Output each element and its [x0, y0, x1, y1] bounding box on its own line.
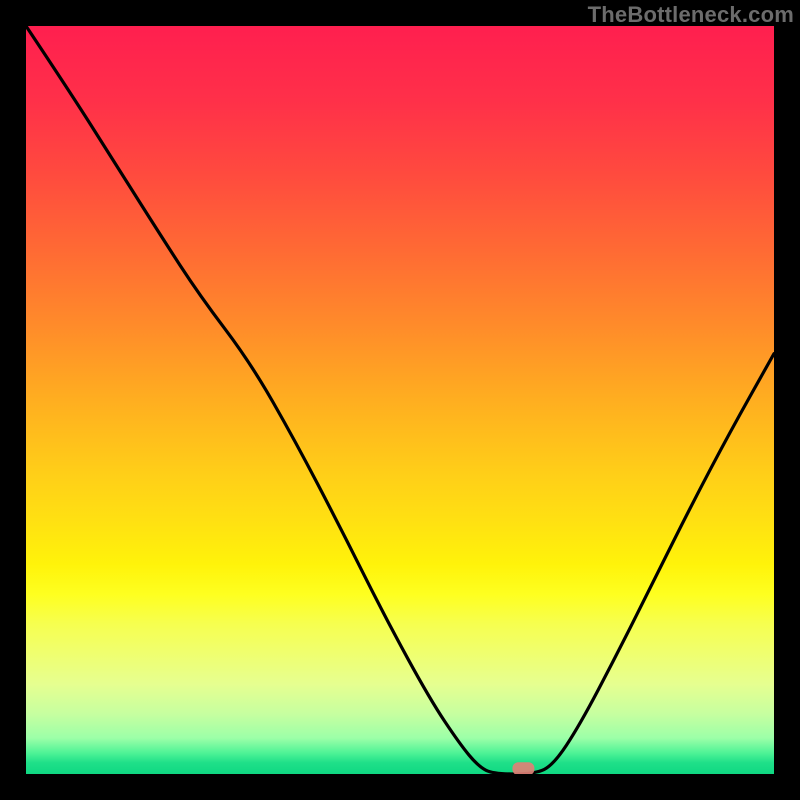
gradient-background — [26, 26, 774, 774]
optimal-marker — [512, 762, 534, 775]
bottleneck-chart — [0, 0, 800, 800]
chart-container: TheBottleneck.com — [0, 0, 800, 800]
source-label: TheBottleneck.com — [588, 2, 794, 28]
